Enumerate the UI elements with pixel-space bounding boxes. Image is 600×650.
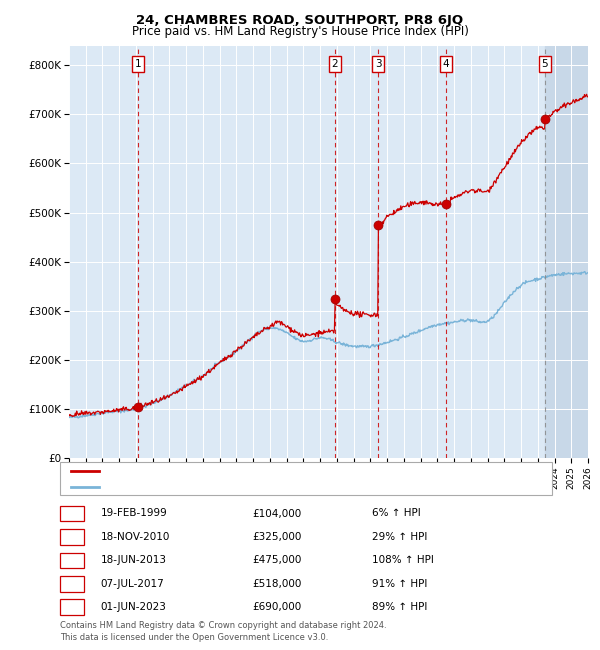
Text: 2: 2 bbox=[332, 59, 338, 69]
Text: 18-JUN-2013: 18-JUN-2013 bbox=[101, 555, 167, 566]
Text: 4: 4 bbox=[68, 578, 76, 589]
Text: This data is licensed under the Open Government Licence v3.0.: This data is licensed under the Open Gov… bbox=[60, 633, 328, 642]
Text: 1: 1 bbox=[135, 59, 142, 69]
Text: 29% ↑ HPI: 29% ↑ HPI bbox=[372, 532, 427, 542]
Text: 6% ↑ HPI: 6% ↑ HPI bbox=[372, 508, 421, 519]
Text: 18-NOV-2010: 18-NOV-2010 bbox=[101, 532, 170, 542]
Text: £690,000: £690,000 bbox=[252, 602, 301, 612]
Text: 3: 3 bbox=[375, 59, 382, 69]
Text: 24, CHAMBRES ROAD, SOUTHPORT, PR8 6JQ (detached house): 24, CHAMBRES ROAD, SOUTHPORT, PR8 6JQ (d… bbox=[103, 466, 409, 476]
Text: 3: 3 bbox=[68, 555, 76, 566]
Text: HPI: Average price, detached house, Sefton: HPI: Average price, detached house, Seft… bbox=[103, 482, 316, 492]
Text: £475,000: £475,000 bbox=[252, 555, 301, 566]
Text: £325,000: £325,000 bbox=[252, 532, 301, 542]
Text: 89% ↑ HPI: 89% ↑ HPI bbox=[372, 602, 427, 612]
Text: £518,000: £518,000 bbox=[252, 578, 301, 589]
Text: Contains HM Land Registry data © Crown copyright and database right 2024.: Contains HM Land Registry data © Crown c… bbox=[60, 621, 386, 630]
Bar bbox=[545, 46, 588, 458]
Text: £104,000: £104,000 bbox=[252, 508, 301, 519]
Text: 2: 2 bbox=[68, 532, 76, 542]
Text: 07-JUL-2017: 07-JUL-2017 bbox=[101, 578, 164, 589]
Text: 91% ↑ HPI: 91% ↑ HPI bbox=[372, 578, 427, 589]
Text: 1: 1 bbox=[68, 508, 76, 519]
Text: 5: 5 bbox=[541, 59, 548, 69]
Text: 19-FEB-1999: 19-FEB-1999 bbox=[101, 508, 167, 519]
Text: 5: 5 bbox=[68, 602, 76, 612]
Text: 4: 4 bbox=[443, 59, 449, 69]
Bar bbox=[545, 46, 588, 458]
Text: 24, CHAMBRES ROAD, SOUTHPORT, PR8 6JQ: 24, CHAMBRES ROAD, SOUTHPORT, PR8 6JQ bbox=[136, 14, 464, 27]
Text: 108% ↑ HPI: 108% ↑ HPI bbox=[372, 555, 434, 566]
Text: 01-JUN-2023: 01-JUN-2023 bbox=[101, 602, 167, 612]
Text: Price paid vs. HM Land Registry's House Price Index (HPI): Price paid vs. HM Land Registry's House … bbox=[131, 25, 469, 38]
